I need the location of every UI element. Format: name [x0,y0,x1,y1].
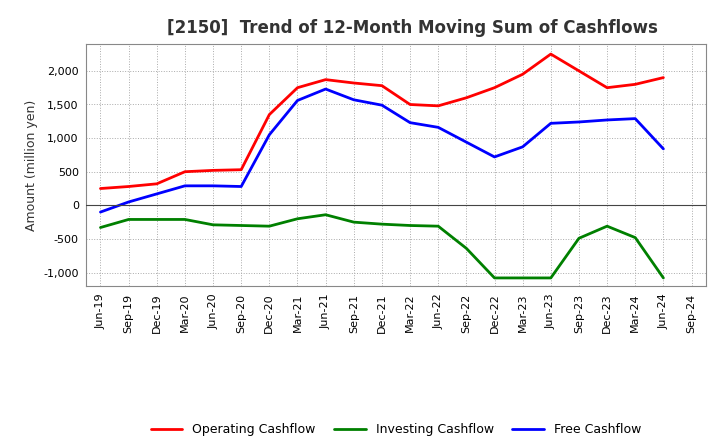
Free Cashflow [181,183,189,188]
Investing Cashflow [321,212,330,217]
Free Cashflow [153,191,161,197]
Operating Cashflow [377,83,386,88]
Investing Cashflow [462,246,471,251]
Free Cashflow [349,97,358,103]
Operating Cashflow [349,81,358,86]
Free Cashflow [265,132,274,137]
Free Cashflow [518,144,527,150]
Line: Free Cashflow: Free Cashflow [101,89,663,212]
Operating Cashflow [265,112,274,117]
Operating Cashflow [406,102,415,107]
Investing Cashflow [349,220,358,225]
Operating Cashflow [603,85,611,90]
Free Cashflow [490,154,499,160]
Investing Cashflow [631,235,639,240]
Operating Cashflow [575,68,583,73]
Line: Investing Cashflow: Investing Cashflow [101,215,663,278]
Investing Cashflow [518,275,527,281]
Operating Cashflow [96,186,105,191]
Investing Cashflow [546,275,555,281]
Operating Cashflow [237,167,246,172]
Investing Cashflow [237,223,246,228]
Investing Cashflow [434,224,443,229]
Free Cashflow [603,117,611,123]
Operating Cashflow [434,103,443,109]
Free Cashflow [377,103,386,108]
Investing Cashflow [125,217,133,222]
Free Cashflow [575,119,583,125]
Operating Cashflow [181,169,189,174]
Legend: Operating Cashflow, Investing Cashflow, Free Cashflow: Operating Cashflow, Investing Cashflow, … [146,418,646,440]
Operating Cashflow [321,77,330,82]
Investing Cashflow [490,275,499,281]
Free Cashflow [293,98,302,103]
Investing Cashflow [659,275,667,281]
Investing Cashflow [209,222,217,227]
Operating Cashflow [659,75,667,80]
Investing Cashflow [293,216,302,221]
Investing Cashflow [406,223,415,228]
Free Cashflow [406,120,415,125]
Free Cashflow [434,125,443,130]
Investing Cashflow [181,217,189,222]
Operating Cashflow [209,168,217,173]
Investing Cashflow [575,236,583,241]
Free Cashflow [659,146,667,151]
Operating Cashflow [490,85,499,90]
Free Cashflow [631,116,639,121]
Line: Operating Cashflow: Operating Cashflow [101,54,663,188]
Investing Cashflow [96,225,105,230]
Free Cashflow [462,139,471,145]
Y-axis label: Amount (million yen): Amount (million yen) [24,99,37,231]
Free Cashflow [209,183,217,188]
Operating Cashflow [125,184,133,189]
Operating Cashflow [153,181,161,187]
Investing Cashflow [265,224,274,229]
Operating Cashflow [546,51,555,57]
Free Cashflow [237,184,246,189]
Free Cashflow [321,86,330,92]
Free Cashflow [546,121,555,126]
Free Cashflow [125,199,133,205]
Investing Cashflow [153,217,161,222]
Free Cashflow [96,209,105,215]
Operating Cashflow [293,85,302,90]
Text: [2150]  Trend of 12-Month Moving Sum of Cashflows: [2150] Trend of 12-Month Moving Sum of C… [167,19,658,37]
Operating Cashflow [462,95,471,100]
Investing Cashflow [377,221,386,227]
Investing Cashflow [603,224,611,229]
Operating Cashflow [518,72,527,77]
Operating Cashflow [631,82,639,87]
